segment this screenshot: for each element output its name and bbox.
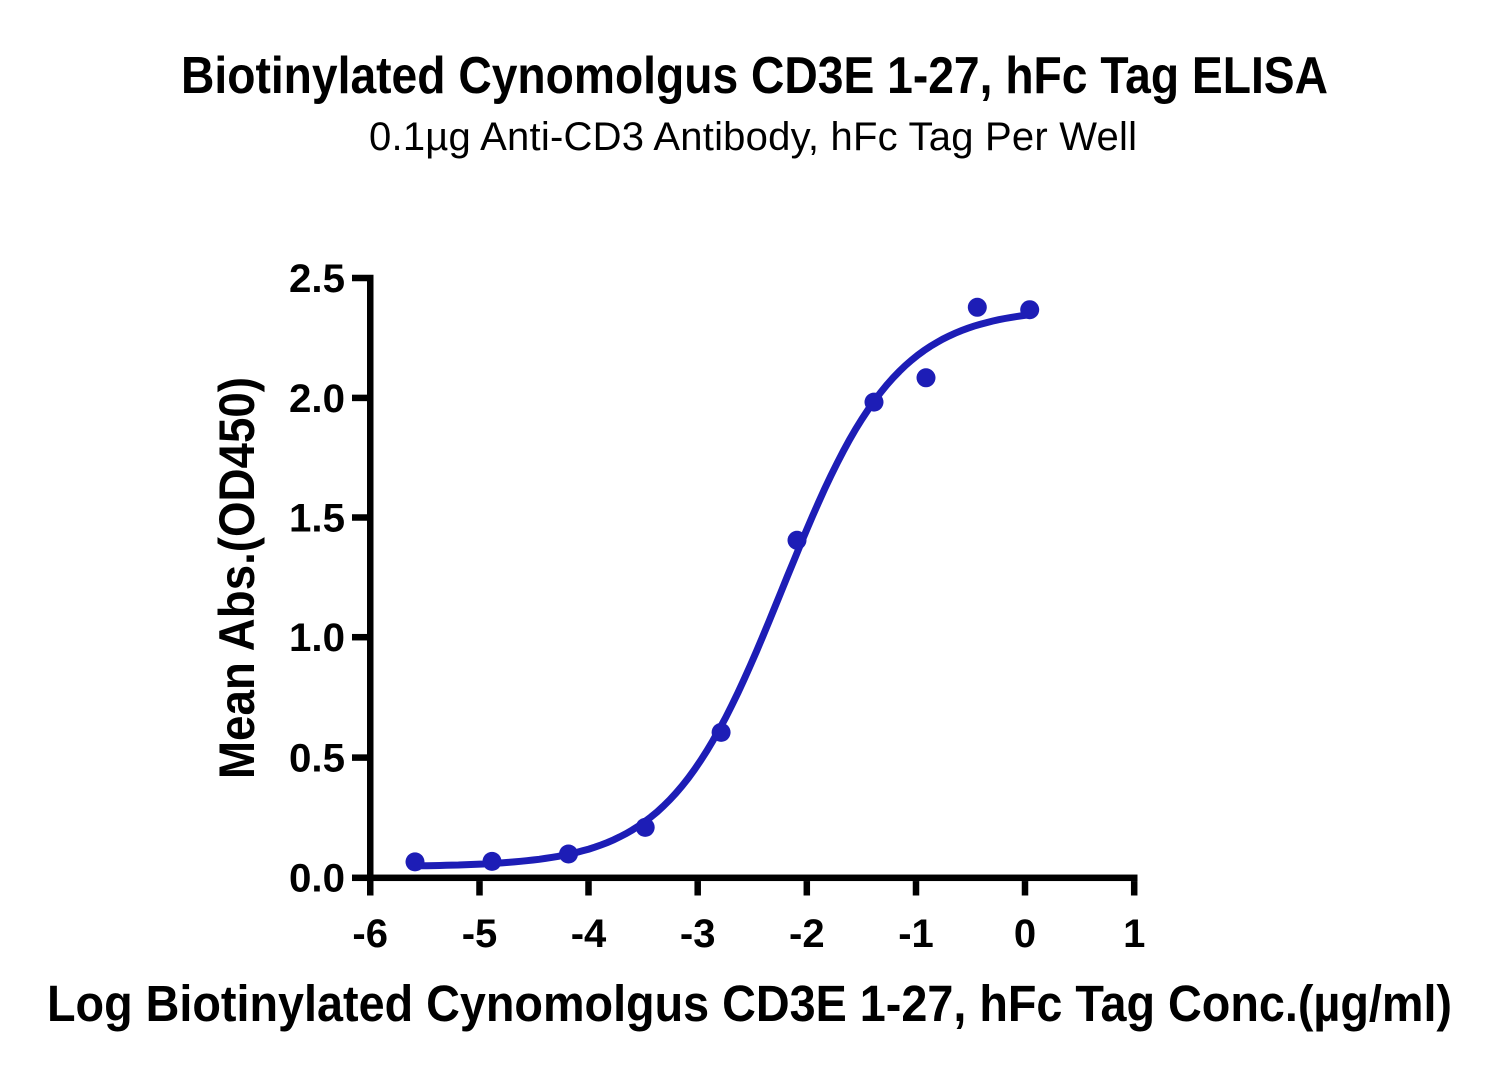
svg-text:-1: -1 [898, 912, 934, 956]
svg-text:Mean Abs.(OD450): Mean Abs.(OD450) [209, 377, 265, 779]
svg-text:0.5: 0.5 [289, 736, 345, 780]
svg-text:0: 0 [1014, 912, 1036, 956]
svg-text:-6: -6 [352, 912, 388, 956]
svg-text:-4: -4 [571, 912, 607, 956]
svg-text:Log Biotinylated Cynomolgus CD: Log Biotinylated Cynomolgus CD3E 1-27, h… [47, 975, 1452, 1032]
svg-text:1.5: 1.5 [289, 496, 345, 540]
svg-text:-2: -2 [789, 912, 825, 956]
svg-text:Biotinylated Cynomolgus CD3E 1: Biotinylated Cynomolgus CD3E 1-27, hFc T… [181, 47, 1328, 105]
svg-text:1.0: 1.0 [289, 616, 345, 660]
svg-text:-3: -3 [680, 912, 716, 956]
svg-text:2.5: 2.5 [289, 257, 345, 301]
svg-text:0.0: 0.0 [289, 857, 345, 901]
svg-text:0.1µg Anti-CD3 Antibody, hFc T: 0.1µg Anti-CD3 Antibody, hFc Tag Per Wel… [369, 115, 1137, 159]
svg-text:1: 1 [1123, 912, 1145, 956]
svg-text:2.0: 2.0 [289, 377, 345, 421]
svg-text:-5: -5 [462, 912, 498, 956]
